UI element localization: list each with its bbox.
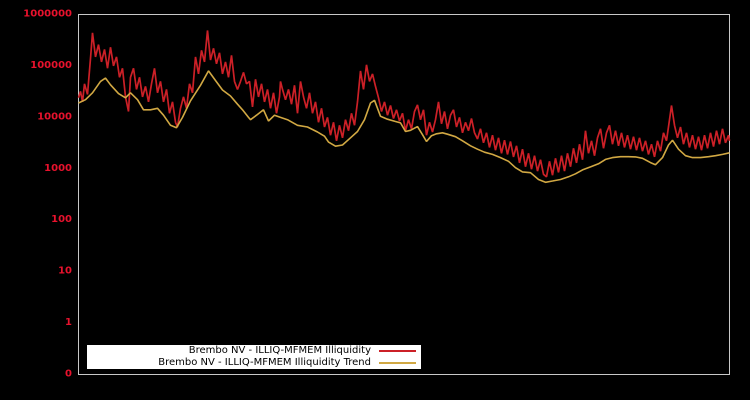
y-tick-label: 1 — [65, 317, 72, 328]
y-tick-label: 100000 — [30, 60, 72, 71]
legend-label-trend: Brembo NV - ILLIQ-MFMEM Illiquidity Tren… — [158, 357, 371, 368]
legend-line-sample-trend — [379, 362, 416, 364]
y-tick-label: 0 — [65, 369, 72, 380]
y-tick-label: 1000 — [44, 163, 72, 174]
y-tick-label: 10000 — [37, 111, 72, 122]
legend-item-trend: Brembo NV - ILLIQ-MFMEM Illiquidity Tren… — [87, 357, 421, 369]
y-tick-label: 1000000 — [23, 9, 72, 20]
legend-line-sample-illiquidity — [379, 350, 416, 352]
plot-frame — [78, 14, 730, 375]
y-tick-label: 10 — [58, 266, 72, 277]
illiquidity-trend-line — [78, 70, 730, 184]
legend-item-illiquidity: Brembo NV - ILLIQ-MFMEM Illiquidity — [87, 345, 421, 357]
y-tick-label: 100 — [51, 214, 72, 225]
illiquidity-line — [77, 30, 731, 178]
legend-label-illiquidity: Brembo NV - ILLIQ-MFMEM Illiquidity — [188, 345, 371, 356]
legend: Brembo NV - ILLIQ-MFMEM Illiquidity Brem… — [87, 345, 421, 369]
series-lines — [77, 30, 731, 184]
